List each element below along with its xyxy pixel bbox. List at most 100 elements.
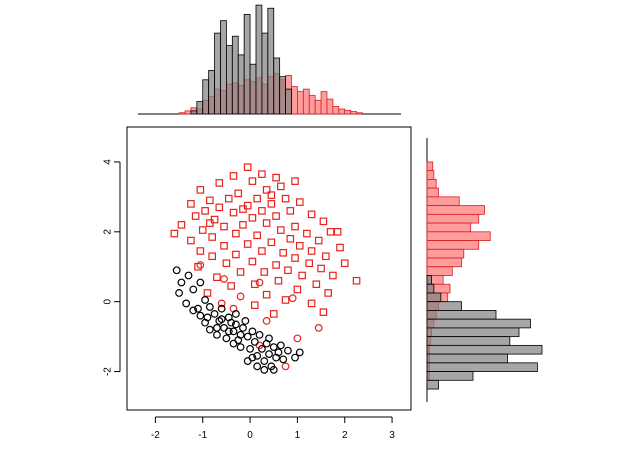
scatter-point-square bbox=[286, 207, 295, 215]
top-histogram-bar bbox=[285, 88, 292, 115]
scatter-point-square bbox=[286, 235, 295, 243]
x-tick-label: 3 bbox=[389, 430, 395, 441]
scatter-point-circle bbox=[229, 327, 238, 336]
scatter-point-square bbox=[201, 207, 209, 215]
scatter-point-circle bbox=[269, 365, 278, 374]
scatter-point-circle bbox=[265, 350, 273, 358]
scatter-point-circle bbox=[243, 332, 252, 341]
scatter-plot: -2 -1 0 1 2 3 -2 0 2 4 bbox=[103, 126, 412, 441]
right-histogram-bar bbox=[426, 179, 437, 189]
scatter-point-square bbox=[295, 198, 304, 206]
right-histogram-bar bbox=[426, 353, 508, 364]
scatter-point-square bbox=[177, 221, 186, 229]
scatter-point-square bbox=[307, 210, 316, 219]
scatter-point-square bbox=[239, 205, 247, 213]
x-axis: -2 -1 0 1 2 3 bbox=[151, 416, 395, 441]
scatter-point-square bbox=[291, 222, 299, 231]
right-histogram-bar bbox=[426, 327, 520, 338]
scatter-point-square bbox=[191, 212, 200, 220]
right-histogram-bar bbox=[426, 231, 491, 241]
scatter-point-circle bbox=[222, 334, 231, 343]
scatter-point-square bbox=[224, 194, 233, 203]
y-axis: -2 0 2 4 bbox=[103, 159, 121, 376]
scatter-point-square bbox=[236, 268, 245, 276]
scatter-point-square bbox=[307, 247, 316, 255]
scatter-point-circle bbox=[215, 317, 224, 325]
scatter-point-circle bbox=[236, 292, 245, 301]
right-histogram-bar bbox=[426, 222, 472, 233]
scatter-point-square bbox=[293, 285, 302, 294]
scatter-point-circle bbox=[196, 261, 205, 269]
scatter-point-circle bbox=[279, 355, 288, 364]
scatter-point-circle bbox=[175, 289, 183, 297]
scatter-point-square bbox=[314, 236, 323, 245]
scatter-point-square bbox=[295, 241, 304, 250]
scatter-point-square bbox=[248, 257, 257, 266]
top-histogram-bar bbox=[178, 112, 186, 115]
scatter-point-square bbox=[277, 182, 285, 191]
scatter-point-circle bbox=[288, 294, 297, 303]
scatter-point-square bbox=[206, 219, 214, 227]
right-histogram-bar bbox=[426, 301, 462, 311]
scatter-point-square bbox=[253, 194, 261, 203]
scatter-point-square bbox=[291, 177, 299, 185]
scatter-point-circle bbox=[269, 343, 278, 352]
scatter-point-square bbox=[253, 231, 261, 240]
scatter-point-square bbox=[258, 170, 266, 178]
scatter-point-circle bbox=[291, 353, 299, 362]
scatter-point-circle bbox=[260, 365, 269, 374]
scatter-point-circle bbox=[217, 315, 226, 324]
scatter-point-circle bbox=[276, 341, 285, 350]
scatter-point-circle bbox=[177, 278, 186, 287]
scatter-point-square bbox=[319, 308, 328, 316]
y-tick-label: 0 bbox=[103, 298, 114, 304]
top-histogram-bar bbox=[350, 111, 357, 115]
scatter-point-circle bbox=[284, 346, 292, 355]
scatter-point-circle bbox=[241, 317, 250, 325]
scatter-point-circle bbox=[182, 299, 191, 308]
scatter-point-square bbox=[333, 228, 342, 236]
scatter-point-square bbox=[258, 247, 266, 255]
scatter-point-square bbox=[277, 226, 285, 234]
top-histogram-bar bbox=[296, 91, 304, 115]
scatter-point-square bbox=[281, 296, 290, 304]
right-histogram-bar bbox=[426, 170, 435, 180]
y-tick-label: 4 bbox=[103, 159, 114, 165]
scatter-point-circle bbox=[253, 362, 262, 371]
scatter-point-square bbox=[239, 221, 247, 229]
scatter-point-circle bbox=[210, 310, 219, 318]
top-histogram-bar bbox=[184, 110, 192, 115]
scatter-point-square bbox=[269, 310, 278, 318]
scatter-point-circle bbox=[196, 278, 205, 287]
scatter-point-square bbox=[215, 203, 224, 212]
top-histogram-bar bbox=[225, 45, 233, 115]
top-histogram-bar bbox=[196, 101, 204, 115]
scatter-point-circle bbox=[227, 318, 236, 327]
scatter-point-square bbox=[340, 259, 349, 268]
scatter-point-square bbox=[324, 289, 332, 297]
scatter-point-square bbox=[243, 240, 252, 248]
scatter-point-circle bbox=[205, 303, 214, 311]
right-histogram-bar bbox=[426, 292, 442, 303]
scatter-point-square bbox=[336, 243, 344, 252]
scatter-point-square bbox=[248, 214, 257, 222]
right-histogram-bar bbox=[426, 371, 474, 381]
scatter-point-square bbox=[196, 247, 205, 255]
scatter-point-square bbox=[213, 273, 221, 282]
scatter-point-circle bbox=[236, 330, 245, 339]
scatter-point-square bbox=[272, 212, 280, 220]
scatter-point-square bbox=[305, 259, 314, 268]
scatter-point-square bbox=[220, 222, 228, 231]
scatter-point-square bbox=[303, 229, 311, 238]
top-histogram-bar bbox=[208, 70, 215, 115]
scatter-point-square bbox=[284, 266, 292, 275]
scatter-point-square bbox=[274, 276, 283, 285]
scatter-point-circle bbox=[248, 327, 257, 336]
right-histogram-bar bbox=[426, 187, 439, 198]
x-tick-label: 0 bbox=[247, 430, 253, 441]
scatter-point-circle bbox=[236, 343, 245, 352]
scatter-point-square bbox=[262, 219, 271, 227]
top-histogram-bar bbox=[243, 14, 251, 115]
scatter-point-square bbox=[352, 276, 361, 285]
scatter-point-circle bbox=[231, 320, 240, 329]
